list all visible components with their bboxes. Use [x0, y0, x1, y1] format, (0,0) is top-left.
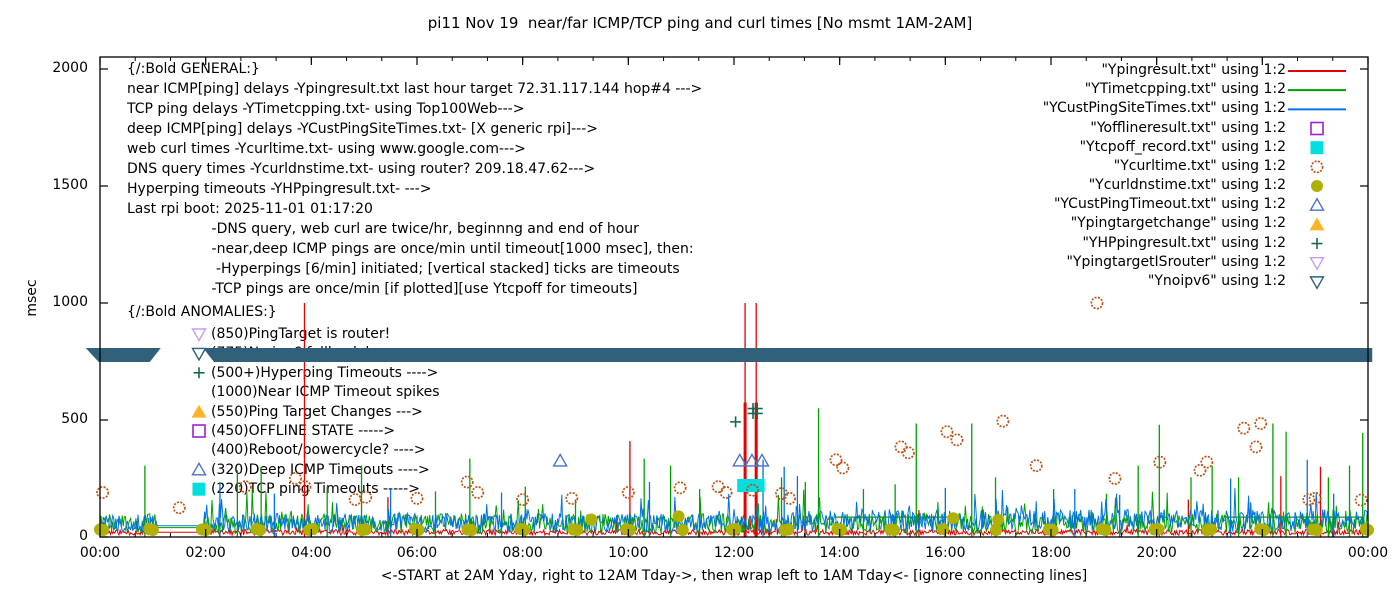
x-axis-label: <-START at 2AM Yday, right to 12AM Tday-…: [380, 568, 1088, 584]
anomalies-note-line: (450)OFFLINE STATE ----->: [211, 423, 396, 439]
general-note-line: deep ICMP[ping] delays -YCustPingSiteTim…: [127, 121, 598, 137]
legend-label: "Ypingresult.txt" using 1:2: [1101, 62, 1286, 78]
general-note-line: Last rpi boot: 2025-11-01 01:17:20: [127, 201, 373, 217]
x-tick-label: 06:00: [396, 545, 438, 561]
y-tick-label: 0: [79, 528, 88, 544]
x-tick-label: 00:00: [1347, 545, 1389, 561]
legend-label: "Ycurltime.txt" using 1:2: [1113, 157, 1286, 174]
legend-label: "Ynoipv6" using 1:2: [1147, 272, 1286, 289]
anomalies-note-line: (320)Deep ICMP Timeouts ---->: [211, 461, 430, 478]
anomalies-note-line: (775)No ipv6 fallback happens ---->: [211, 345, 462, 362]
y-tick-label: 2000: [52, 60, 88, 76]
general-note-line: near ICMP[ping] delays -Ypingresult.txt …: [127, 81, 703, 97]
x-tick-label: 00:00: [79, 545, 121, 561]
general-note-line: DNS query times -Ycurldnstime.txt- using…: [127, 161, 596, 177]
y-tick-label: 1000: [52, 294, 88, 310]
general-note-line: Hyperping timeouts -YHPpingresult.txt- -…: [127, 181, 432, 197]
anomalies-note-line: (400)Reboot/powercycle? ---->: [211, 442, 426, 459]
anomalies-note-line: (220)TCP ping Timeouts ----->: [211, 481, 420, 498]
x-tick-label: 12:00: [713, 545, 755, 561]
general-note-line: web curl times -Ycurltime.txt- using www…: [127, 141, 526, 157]
x-tick-label: 22:00: [1242, 545, 1283, 561]
general-note-line: -Hyperpings [6/min] initiated; [vertical…: [127, 261, 680, 277]
anomalies-header: {/:Bold ANOMALIES:}: [127, 304, 277, 320]
x-tick-label: 08:00: [502, 545, 543, 561]
chart-title: pi11 Nov 19 near/far ICMP/TCP ping and c…: [427, 14, 973, 32]
x-tick-label: 20:00: [1136, 545, 1177, 561]
y-tick-label: 1500: [52, 177, 88, 193]
x-tick-label: 16:00: [925, 545, 966, 561]
anomalies-note-line: (1000)Near ICMP Timeout spikes: [211, 384, 440, 401]
general-note-line: -DNS query, web curl are twice/hr, begin…: [127, 221, 639, 237]
general-note-line: -near,deep ICMP pings are once/min until…: [127, 241, 694, 257]
legend-label: "Ytcpoff_record.txt" using 1:2: [1079, 138, 1286, 155]
x-tick-label: 14:00: [819, 545, 860, 561]
general-note-line: TCP ping delays -YTimetcpping.txt- using…: [127, 101, 525, 117]
general-note-line: {/:Bold GENERAL:}: [127, 61, 260, 77]
legend-label: "YTimetcpping.txt" using 1:2: [1084, 81, 1286, 98]
x-tick-label: 10:00: [608, 545, 649, 561]
x-tick-label: 02:00: [185, 545, 226, 561]
legend-label: "Ycurldnstime.txt" using 1:2: [1088, 177, 1286, 194]
y-tick-label: 500: [61, 411, 88, 427]
legend-label: "YHPpingresult.txt" using 1:2: [1082, 234, 1286, 251]
general-note-line: -TCP pings are once/min [if plotted][use…: [127, 281, 638, 297]
anomalies-note-line: (850)PingTarget is router!: [211, 326, 391, 342]
legend-label: "Yofflineresult.txt" using 1:2: [1090, 119, 1286, 136]
x-tick-label: 04:00: [291, 545, 332, 561]
x-tick-label: 18:00: [1030, 545, 1072, 561]
legend-label: "YCustPingTimeout.txt" using 1:2: [1053, 196, 1286, 213]
legend-label: "YpingtargetISrouter" using 1:2: [1066, 253, 1286, 270]
legend-label: "YCustPingSiteTimes.txt" using 1:2: [1042, 100, 1286, 117]
legend-label: "Ypingtargetchange" using 1:2: [1070, 215, 1286, 232]
anomalies-note-line: (500+)Hyperping Timeouts ---->: [211, 364, 439, 381]
anomalies-note-line: (550)Ping Target Changes --->: [211, 403, 423, 420]
